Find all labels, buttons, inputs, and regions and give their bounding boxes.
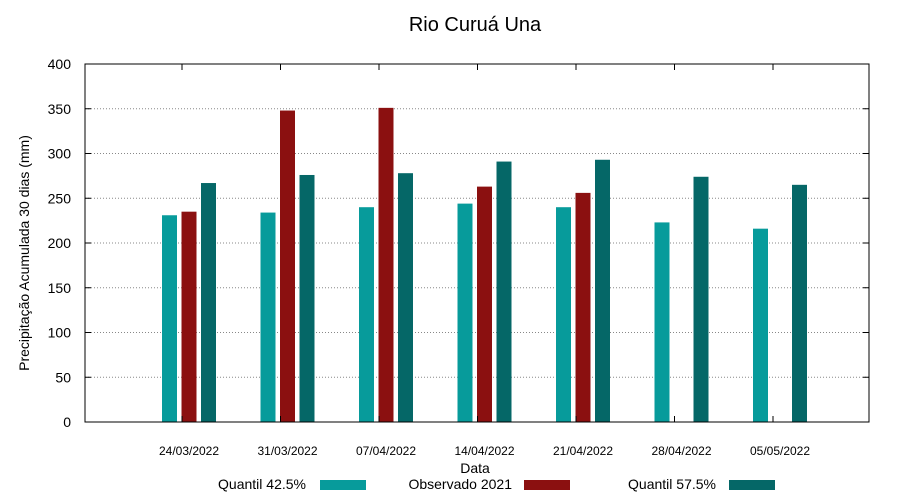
chart-title: Rio Curuá Una <box>409 14 542 36</box>
x-tick-label: 24/03/2022 <box>159 444 219 458</box>
bar-3 <box>201 183 216 422</box>
legend-swatch <box>729 480 775 490</box>
legend-swatch <box>524 480 570 490</box>
bar-1 <box>556 207 571 422</box>
bar-3 <box>595 159 610 422</box>
bar-1 <box>162 215 177 422</box>
y-tick-label: 250 <box>48 190 72 206</box>
bar-1 <box>457 203 473 422</box>
bar-2 <box>280 110 295 422</box>
x-tick-label: 05/05/2022 <box>750 444 810 458</box>
bar-2 <box>378 107 394 422</box>
y-tick-label: 100 <box>48 325 72 341</box>
bar-1 <box>654 222 670 422</box>
bar-1 <box>359 207 374 422</box>
y-tick-label: 200 <box>48 235 72 251</box>
x-tick-label: 14/04/2022 <box>454 444 514 458</box>
bars <box>162 107 807 422</box>
x-tick-label: 07/04/2022 <box>356 444 416 458</box>
bar-3 <box>496 161 512 422</box>
y-tick-label: 400 <box>48 56 72 72</box>
legend-label: Observado 2021 <box>408 476 512 492</box>
bar-1 <box>753 228 768 422</box>
legend-label: Quantil 42.5% <box>218 476 306 492</box>
legend: Quantil 42.5% Observado 2021 Quantil 57.5% <box>218 476 775 492</box>
bar-3 <box>398 173 413 422</box>
legend-label: Quantil 57.5% <box>628 476 716 492</box>
y-axis-ticks: 0 50 100 150 200 250 300 350 400 <box>48 56 869 430</box>
y-tick-label: 0 <box>63 414 71 430</box>
bar-2 <box>477 186 492 422</box>
bar-2 <box>575 192 591 422</box>
x-axis-ticks: 24/03/2022 31/03/2022 07/04/2022 14/04/2022… <box>159 64 810 458</box>
bar-3 <box>792 184 807 422</box>
x-axis-label: Data <box>460 460 490 476</box>
x-tick-label: 21/04/2022 <box>553 444 613 458</box>
y-tick-label: 300 <box>48 146 72 162</box>
bar-3 <box>299 174 315 422</box>
y-tick-label: 150 <box>48 280 72 296</box>
y-axis-label: Precipitação Acumulada 30 dias (mm) <box>16 135 32 371</box>
x-tick-label: 28/04/2022 <box>651 444 711 458</box>
y-tick-label: 50 <box>55 369 71 385</box>
bar-2 <box>181 211 197 422</box>
x-tick-label: 31/03/2022 <box>257 444 317 458</box>
legend-swatch <box>320 480 366 490</box>
y-tick-label: 350 <box>48 101 72 117</box>
bar-1 <box>260 212 276 422</box>
bar-3 <box>693 176 709 422</box>
